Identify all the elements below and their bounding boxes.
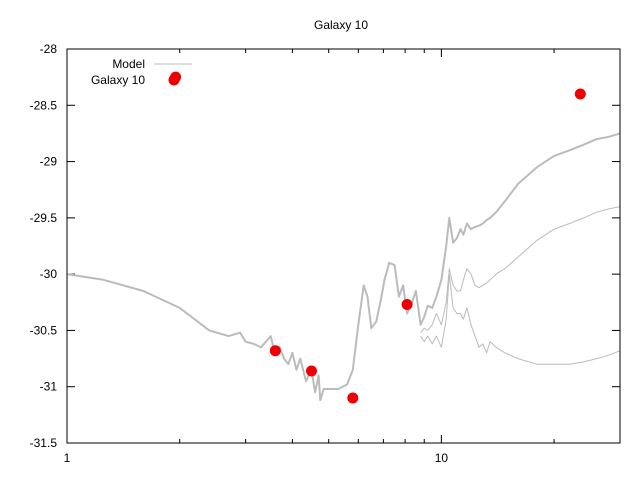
series-line [420,273,621,365]
y-tick-label: -30 [40,267,58,281]
chart-title: Galaxy 10 [314,18,368,32]
y-tick-label: -30.5 [30,323,58,337]
data-point [347,392,359,404]
y-tick-label: -28 [40,42,58,56]
data-point [574,88,586,100]
y-tick-label: -28.5 [30,98,58,112]
y-tick-label: -31 [40,380,58,394]
x-tick-label: 10 [435,451,449,465]
data-point [269,345,281,357]
series-line [66,132,621,402]
x-tick-labels: 1 10 [64,451,449,465]
y-tick-label: -29 [40,155,58,169]
x-tick-label: 1 [64,451,71,465]
y-tick-label: -29.5 [30,211,58,225]
plot-lines [66,132,621,402]
plot-frame [66,48,621,444]
legend: Model Galaxy 10 [91,57,192,87]
legend-label-model: Model [112,57,145,71]
y-tick-labels: -28 -28.5 -29 -29.5 -30 -30.5 -31 -31.5 [30,42,58,450]
data-point [306,365,317,377]
legend-swatch-galaxy [168,74,180,86]
series-line [420,206,621,334]
y-tick-label: -31.5 [30,436,58,450]
axis-ticks [66,48,620,444]
legend-label-galaxy: Galaxy 10 [91,73,145,87]
plot-points [170,71,586,404]
data-point [401,299,413,310]
